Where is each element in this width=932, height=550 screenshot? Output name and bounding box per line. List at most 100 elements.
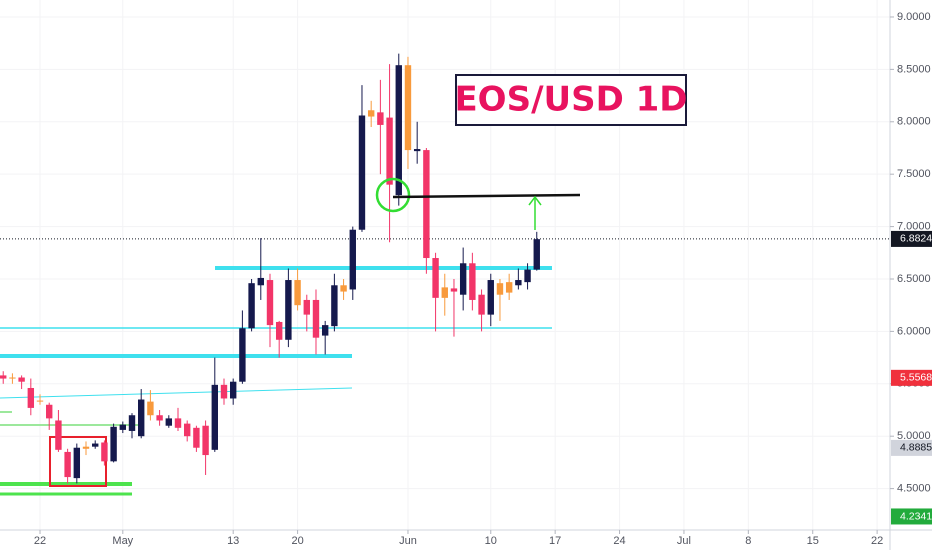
candle-body: [413, 149, 421, 152]
x-tick-label: Jun: [399, 535, 417, 547]
candle-body: [505, 282, 513, 293]
candle-body: [156, 415, 163, 421]
candle-body: [110, 426, 117, 462]
y-tick-label: 7.5000: [897, 168, 931, 180]
candle-body: [147, 401, 154, 416]
candle-body: [303, 299, 310, 315]
x-tick-label: 13: [227, 535, 239, 547]
candle-body: [432, 258, 439, 298]
x-tick-label: Jul: [677, 535, 691, 547]
candle-body: [128, 415, 136, 431]
candle-body: [450, 288, 458, 292]
price-tag-label: 6.8824: [900, 233, 932, 245]
candle-body: [101, 442, 108, 462]
chart-title: EOS/USD 1D: [454, 80, 687, 120]
y-tick-label: 5.0000: [897, 430, 931, 442]
x-tick-label: 8: [745, 535, 751, 547]
candle-body: [64, 451, 71, 478]
candle-body: [239, 328, 246, 382]
candle-body: [229, 381, 237, 399]
candle-body: [386, 117, 393, 185]
candle-body: [9, 377, 16, 379]
candle-body: [36, 400, 44, 402]
candle-body: [533, 239, 540, 270]
price-tag: [891, 369, 932, 386]
price-tag-label: 5.5568: [900, 372, 932, 384]
y-tick-label: 4.5000: [897, 483, 931, 495]
price-tag-label: 4.2341: [900, 510, 932, 522]
title-box: [455, 74, 687, 126]
candle-body: [46, 404, 53, 419]
trend-line: [392, 193, 581, 199]
y-tick-label: 8.0000: [897, 116, 931, 128]
candle-body: [0, 375, 7, 379]
candle-body: [294, 280, 301, 306]
candle-body: [82, 446, 90, 449]
y-tick-label: 7.0000: [897, 220, 931, 232]
circle: [375, 177, 411, 213]
candle-body: [404, 65, 412, 151]
price-tag-label: 4.8885: [900, 442, 932, 454]
candle-body: [202, 425, 209, 456]
candle-body: [266, 280, 274, 326]
time-axis: [0, 530, 932, 550]
x-tick-label: 24: [613, 535, 625, 547]
x-tick-label: 22: [34, 535, 46, 547]
price-axis: [890, 0, 932, 550]
candle-body: [367, 110, 375, 117]
candle-body: [312, 299, 320, 338]
candle-body: [496, 283, 504, 295]
candle-body: [183, 423, 191, 437]
y-tick-label: 8.5000: [897, 63, 931, 75]
candle-body: [524, 269, 531, 283]
candle-body: [331, 285, 338, 327]
box: [49, 436, 107, 487]
candle-body: [395, 65, 402, 196]
axes: 9.0000 8.5000 8.0000 7.5000 7.0000 6.5000 6.00…: [34, 11, 932, 547]
candle-body: [220, 384, 228, 399]
candle-body: [165, 418, 173, 426]
x-tick-label: May: [112, 535, 133, 547]
candle-body: [321, 325, 329, 336]
candle-body: [469, 263, 476, 300]
candle-body: [285, 280, 292, 340]
y-tick-label: 9.0000: [897, 11, 931, 23]
drawings-top: EOS/USD 1D: [375, 74, 688, 230]
candle-body: [119, 424, 127, 430]
candle-body: [193, 427, 200, 448]
trend-line: [0, 387, 353, 399]
candle-body: [248, 283, 255, 329]
candle-body: [340, 285, 347, 292]
candle-body: [441, 287, 448, 298]
price-tag: [891, 230, 932, 247]
y-tick-label: 6.0000: [897, 325, 931, 337]
drawings: [0, 266, 552, 496]
candle-body: [73, 447, 81, 479]
candle-body: [211, 384, 218, 450]
candle-body: [92, 443, 99, 447]
candle-body: [515, 280, 522, 286]
candle-body: [423, 150, 430, 259]
x-tick-label: 17: [549, 535, 561, 547]
x-tick-label: 15: [807, 535, 819, 547]
arrow-head: [528, 195, 542, 206]
candle-body: [138, 399, 145, 437]
candles: [0, 53, 540, 484]
candle-body: [174, 418, 182, 428]
candle-body: [459, 263, 467, 295]
candle-body: [55, 420, 62, 450]
grid: [0, 0, 890, 530]
candle-body: [358, 115, 366, 230]
candle-body: [377, 112, 384, 125]
candle-body: [478, 294, 485, 315]
y-tick-label: 6.5000: [897, 273, 931, 285]
x-tick-label: 10: [485, 535, 497, 547]
x-tick-label: 22: [871, 535, 883, 547]
candle-body: [27, 387, 35, 408]
candle-body: [487, 280, 494, 315]
candle-body: [275, 321, 283, 340]
candle-body: [349, 229, 356, 290]
price-tag: [891, 508, 932, 525]
candle-body: [257, 277, 264, 286]
